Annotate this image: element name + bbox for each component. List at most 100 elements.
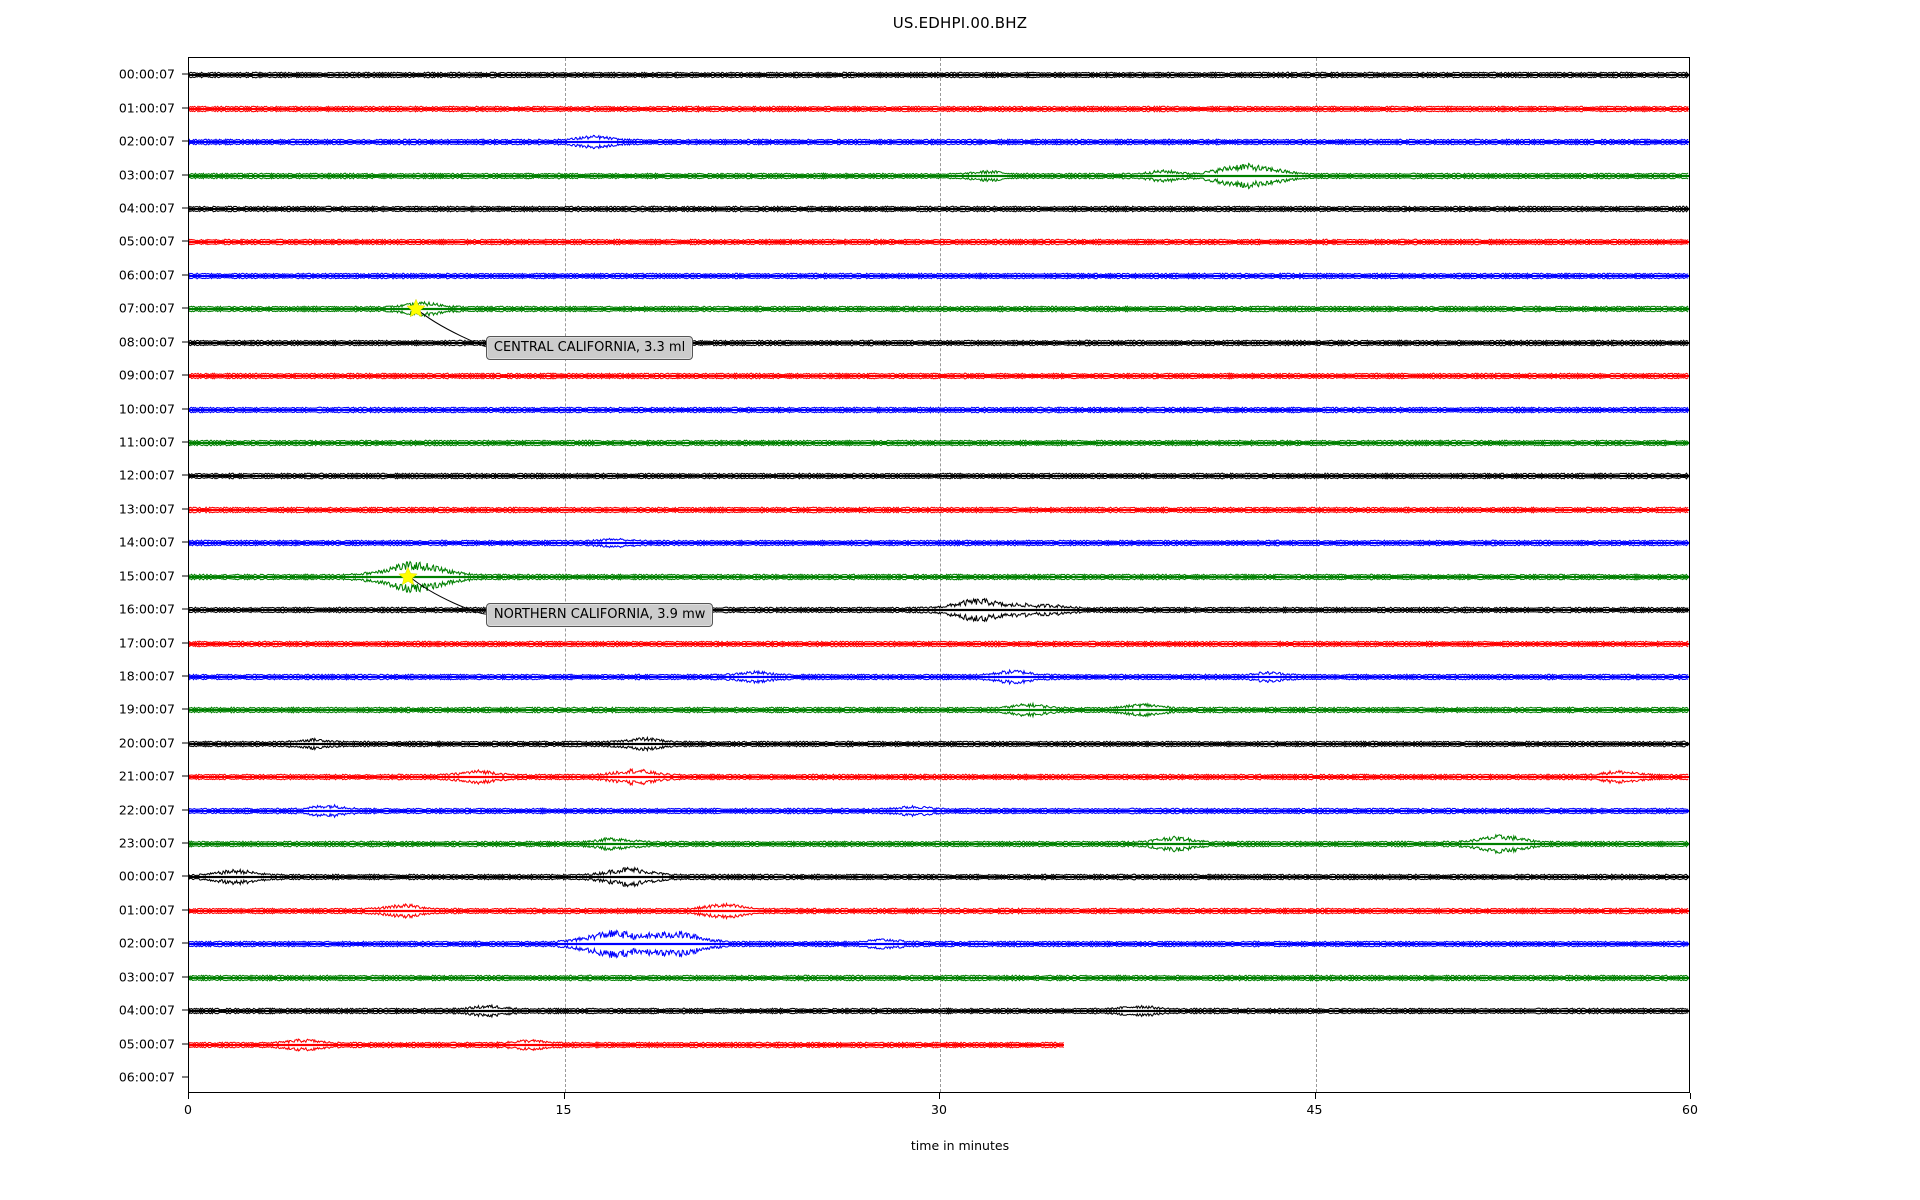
gridline-45min [1315, 58, 1317, 1092]
y-tick-label: 08:00:07 [118, 334, 175, 350]
y-tick-label: 01:00:07 [118, 902, 175, 918]
y-tick-mark [182, 742, 189, 744]
event-annotation-label[interactable]: NORTHERN CALIFORNIA, 3.9 mw [485, 603, 714, 628]
trace-row [189, 58, 1689, 92]
y-tick-label: 03:00:07 [118, 167, 175, 183]
y-tick-mark [182, 842, 189, 844]
trace-row [189, 693, 1689, 727]
trace-row [189, 727, 1689, 761]
trace-row [189, 359, 1689, 393]
trace-row [189, 627, 1689, 661]
y-tick-mark [182, 708, 189, 710]
trace-row [189, 493, 1689, 527]
y-tick-mark [182, 107, 189, 109]
y-tick-label: 00:00:07 [118, 66, 175, 82]
trace-row [189, 961, 1689, 995]
y-tick-label: 20:00:07 [118, 735, 175, 751]
trace-row [189, 326, 1689, 360]
y-tick-label: 18:00:07 [118, 668, 175, 684]
y-tick-mark [182, 274, 189, 276]
y-tick-label: 02:00:07 [118, 133, 175, 149]
y-tick-mark [182, 942, 189, 944]
y-tick-mark [182, 675, 189, 677]
y-tick-mark [182, 642, 189, 643]
trace-row [189, 1028, 1689, 1062]
y-tick-label: 06:00:07 [118, 267, 175, 283]
y-tick-label: 11:00:07 [118, 434, 175, 450]
trace-row [189, 593, 1689, 627]
trace-row [189, 860, 1689, 894]
y-tick-label: 09:00:07 [118, 367, 175, 383]
y-tick-label: 21:00:07 [118, 768, 175, 784]
y-tick-label: 00:00:07 [118, 868, 175, 884]
y-tick-mark [182, 474, 189, 476]
y-tick-mark [182, 240, 189, 242]
trace-row [189, 426, 1689, 460]
y-tick-label: 14:00:07 [118, 534, 175, 550]
y-tick-label: 06:00:07 [118, 1069, 175, 1085]
y-tick-mark [182, 207, 189, 209]
x-tick-mark [1690, 1093, 1691, 1099]
y-tick-mark [182, 1009, 189, 1011]
trace-row [189, 259, 1689, 293]
y-tick-mark [182, 809, 189, 811]
x-tick-label: 0 [184, 1102, 192, 1117]
trace-row [189, 526, 1689, 560]
x-tick-mark [939, 1093, 940, 1099]
y-tick-mark [182, 575, 189, 577]
page-title: US.EDHPI.00.BHZ [892, 14, 1028, 32]
event-annotation-label[interactable]: CENTRAL CALIFORNIA, 3.3 ml [485, 335, 694, 360]
y-tick-mark [182, 73, 189, 75]
y-tick-label: 03:00:07 [118, 969, 175, 985]
trace-row [189, 459, 1689, 493]
y-tick-label: 17:00:07 [118, 635, 175, 650]
trace-row [189, 927, 1689, 961]
y-tick-label: 22:00:07 [118, 802, 175, 818]
y-tick-mark [182, 508, 189, 510]
y-tick-mark [182, 1043, 189, 1045]
trace-row [189, 192, 1689, 226]
y-tick-label: 15:00:07 [118, 568, 175, 584]
trace-row [189, 794, 1689, 828]
x-axis-label: time in minutes [910, 1138, 1010, 1153]
y-tick-mark [182, 875, 189, 877]
y-tick-label: 12:00:07 [118, 467, 175, 483]
y-tick-label: 04:00:07 [118, 200, 175, 216]
y-tick-mark [182, 307, 189, 309]
y-tick-mark [182, 541, 189, 543]
y-tick-mark [182, 1076, 189, 1078]
x-tick-label: 60 [1682, 1102, 1698, 1117]
trace-row [189, 994, 1689, 1028]
y-tick-mark [182, 140, 189, 142]
y-tick-label: 04:00:07 [118, 1002, 175, 1018]
x-tick-label: 45 [1306, 1102, 1323, 1117]
trace-row [189, 125, 1689, 159]
y-tick-mark [182, 775, 189, 777]
y-tick-mark [182, 174, 189, 176]
y-tick-label: 02:00:07 [118, 935, 175, 951]
y-tick-mark [182, 341, 189, 343]
x-tick-label: 15 [555, 1102, 572, 1117]
y-tick-mark [182, 441, 189, 443]
y-tick-label: 10:00:07 [118, 401, 175, 417]
y-tick-label: 13:00:07 [118, 501, 175, 517]
y-tick-label: 16:00:07 [118, 601, 175, 617]
trace-row [189, 827, 1689, 861]
trace-row [189, 894, 1689, 928]
trace-row [189, 760, 1689, 794]
x-tick-mark [188, 1093, 189, 1099]
earthquake-star-icon [398, 566, 419, 585]
y-tick-label: 05:00:07 [118, 1036, 175, 1052]
trace-row [189, 660, 1689, 694]
y-tick-label: 07:00:07 [118, 300, 175, 316]
trace-row [189, 92, 1689, 126]
y-tick-mark [182, 976, 189, 978]
earthquake-star-icon [406, 298, 426, 318]
trace-row [189, 225, 1689, 259]
y-tick-label: 19:00:07 [118, 701, 175, 717]
y-tick-mark [182, 374, 189, 376]
y-tick-label: 05:00:07 [118, 233, 175, 249]
trace-row [189, 393, 1689, 427]
y-tick-label: 23:00:07 [118, 835, 175, 851]
